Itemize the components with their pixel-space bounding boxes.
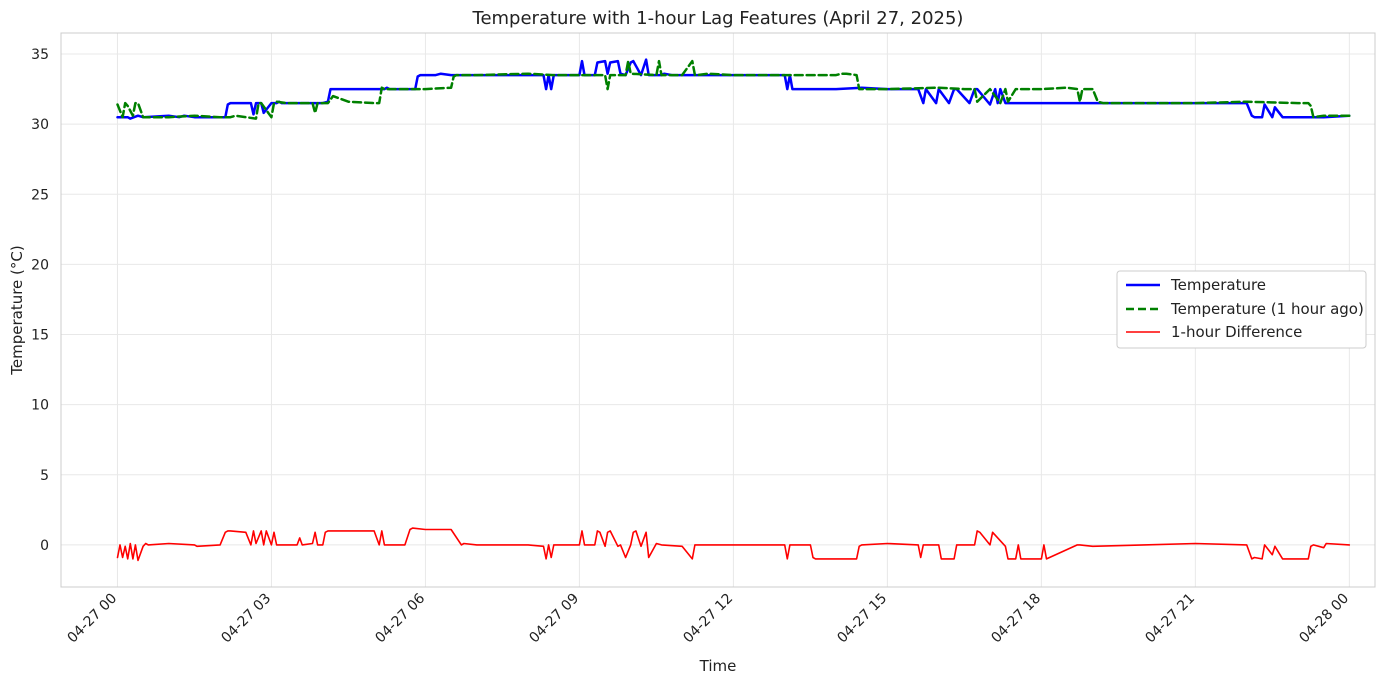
y-tick-label: 10 xyxy=(31,398,49,414)
y-tick-label: 35 xyxy=(31,47,49,63)
chart-title: Temperature with 1-hour Lag Features (Ap… xyxy=(472,8,964,29)
y-tick-label: 20 xyxy=(31,257,49,273)
x-axis-label: Time xyxy=(699,657,737,675)
y-axis-label: Temperature (°C) xyxy=(8,245,26,375)
x-tick-label: 04-27 00 xyxy=(64,591,120,647)
x-tick-label: 04-27 06 xyxy=(372,590,428,646)
y-tick-label: 0 xyxy=(40,538,49,554)
legend-label-difference: 1-hour Difference xyxy=(1171,323,1302,341)
x-tick-label: 04-27 18 xyxy=(988,591,1044,647)
legend-label-temperature: Temperature xyxy=(1170,276,1266,294)
difference-line xyxy=(116,527,1351,562)
grid-lines xyxy=(61,33,1375,587)
x-tick-label: 04-27 12 xyxy=(680,591,736,647)
y-tick-label: 30 xyxy=(31,117,49,133)
x-tick-label: 04-27 09 xyxy=(526,591,582,647)
x-tick-label: 04-27 21 xyxy=(1142,591,1198,647)
plot-frame xyxy=(60,32,1376,588)
temperature-lag-line xyxy=(116,59,1351,120)
series-layer xyxy=(116,58,1351,562)
x-tick-label: 04-27 03 xyxy=(218,591,274,647)
y-tick-label: 5 xyxy=(40,468,49,484)
y-axis-ticks: 0 5 10 15 20 25 30 35 xyxy=(31,47,49,554)
legend: Temperature Temperature (1 hour ago) 1-h… xyxy=(1116,270,1367,349)
x-tick-label: 04-27 15 xyxy=(834,591,890,647)
legend-box xyxy=(1116,270,1367,349)
y-tick-label: 15 xyxy=(31,328,49,344)
legend-label-temperature-lag: Temperature (1 hour ago) xyxy=(1170,300,1364,318)
x-tick-label: 04-28 00 xyxy=(1296,591,1352,647)
temperature-line xyxy=(116,58,1351,120)
x-axis-ticks: 04-27 00 04-27 03 04-27 06 04-27 09 04-27 12… xyxy=(64,590,1352,646)
y-tick-label: 25 xyxy=(31,187,49,203)
